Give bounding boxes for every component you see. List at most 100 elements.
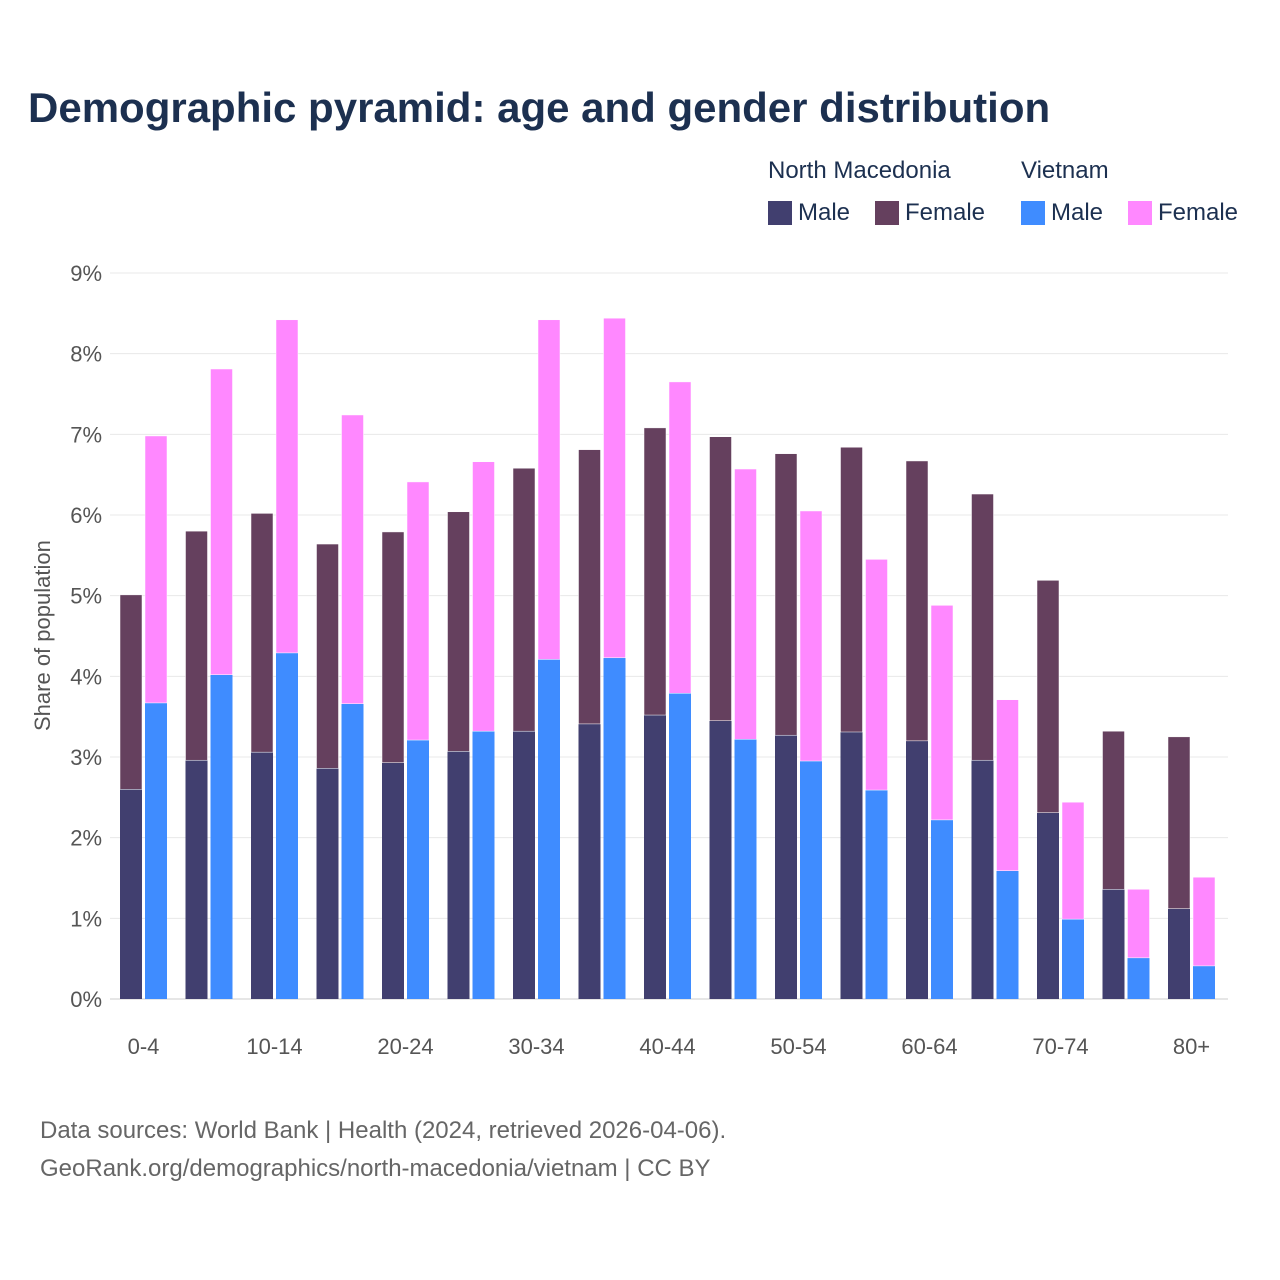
bar-vietnam-female: [1192, 876, 1216, 967]
x-tick-label: 70-74: [1032, 1034, 1088, 1059]
bar-north-macedonia-female: [381, 531, 405, 763]
bar-vietnam-female: [1127, 889, 1150, 959]
bar-north-macedonia-male: [1168, 908, 1190, 999]
bar-vietnam-male: [276, 652, 298, 999]
bar-vietnam-male: [669, 693, 691, 999]
bar-north-macedonia-female: [578, 449, 601, 725]
bar-vietnam-male: [734, 739, 757, 999]
bar-vietnam-female: [406, 481, 430, 741]
bar-north-macedonia-female: [512, 467, 536, 732]
legend-group-north-macedonia: North Macedonia: [768, 157, 951, 184]
legend-item-vn-male[interactable]: Male: [1021, 199, 1103, 227]
legend-swatch: [768, 201, 792, 225]
bar-north-macedonia-female: [840, 446, 863, 733]
x-tick-label: 20-24: [377, 1034, 433, 1059]
bar-north-macedonia-male: [578, 723, 601, 999]
bar-vietnam-male: [407, 740, 429, 999]
bar-vietnam-female: [734, 468, 757, 740]
bar-vietnam-male: [472, 731, 495, 999]
bar-vietnam-male: [145, 702, 167, 999]
chart-title: Demographic pyramid: age and gender dist…: [28, 84, 1051, 131]
x-tick-label: 50-54: [770, 1034, 826, 1059]
x-tick-label: 60-64: [901, 1034, 957, 1059]
footer-url: GeoRank.org/demographics/north-macedonia…: [40, 1155, 711, 1182]
bar-north-macedonia-male: [251, 752, 273, 999]
legend-group-vietnam: Vietnam: [1021, 157, 1109, 184]
bar-north-macedonia-male: [906, 740, 928, 999]
bar-north-macedonia-male: [382, 762, 404, 999]
bar-north-macedonia-male: [971, 760, 994, 999]
bar-north-macedonia-female: [1036, 580, 1060, 813]
x-tick-label: 40-44: [639, 1034, 695, 1059]
bar-north-macedonia-female: [119, 594, 143, 790]
legend-label: Female: [905, 199, 986, 226]
bar-north-macedonia-female: [447, 511, 470, 752]
bar-north-macedonia-male: [185, 760, 208, 999]
y-tick-label: 9%: [70, 261, 102, 286]
bar-vietnam-female: [865, 559, 888, 791]
bar-vietnam-male: [341, 703, 364, 999]
y-axis-label: Share of population: [30, 540, 55, 732]
bar-vietnam-male: [1062, 919, 1084, 999]
x-tick-label: 0-4: [128, 1034, 160, 1059]
bar-vietnam-male: [210, 674, 233, 999]
bar-north-macedonia-female: [316, 543, 339, 769]
y-tick-label: 4%: [70, 664, 102, 689]
bar-north-macedonia-female: [709, 436, 732, 721]
y-tick-label: 5%: [70, 584, 102, 609]
bar-vietnam-male: [996, 870, 1019, 999]
bar-vietnam-male: [538, 659, 560, 999]
legend-label: Male: [798, 199, 851, 226]
legend-item-vn-female[interactable]: Female: [1128, 199, 1238, 227]
bar-vietnam-female: [472, 461, 495, 732]
y-tick-label: 0%: [70, 987, 102, 1012]
bar-north-macedonia-male: [316, 768, 339, 999]
x-tick-label: 30-34: [508, 1034, 564, 1059]
y-tick-label: 6%: [70, 503, 102, 528]
bar-vietnam-female: [275, 319, 299, 654]
bar-vietnam-female: [930, 605, 954, 821]
y-tick-label: 8%: [70, 342, 102, 367]
bar-north-macedonia-male: [513, 731, 535, 999]
bar-north-macedonia-male: [1037, 812, 1059, 999]
bar-north-macedonia-female: [1167, 736, 1191, 909]
bar-north-macedonia-female: [250, 513, 274, 753]
bar-north-macedonia-male: [644, 715, 666, 999]
y-tick-label: 7%: [70, 422, 102, 447]
bar-vietnam-male: [603, 657, 626, 999]
bar-north-macedonia-male: [1102, 889, 1125, 999]
bar-vietnam-female: [996, 699, 1019, 871]
y-tick-label: 1%: [70, 906, 102, 931]
y-tick-label: 2%: [70, 826, 102, 851]
bar-vietnam-female: [537, 319, 561, 660]
bar-vietnam-female: [341, 414, 364, 705]
bar-vietnam-female: [1061, 801, 1085, 920]
footer-sources: Data sources: World Bank | Health (2024,…: [40, 1117, 727, 1144]
y-tick-label: 3%: [70, 745, 102, 770]
bar-vietnam-male: [931, 819, 953, 999]
bar-north-macedonia-female: [185, 530, 208, 761]
bar-north-macedonia-male: [775, 735, 797, 999]
bar-north-macedonia-female: [971, 493, 994, 761]
bar-north-macedonia-male: [120, 789, 142, 999]
legend-label: Male: [1051, 199, 1104, 226]
bar-north-macedonia-female: [1102, 730, 1125, 890]
bar-vietnam-male: [1127, 957, 1150, 999]
x-tick-label: 10-14: [246, 1034, 302, 1059]
bar-north-macedonia-female: [905, 460, 929, 742]
bar-north-macedonia-male: [840, 731, 863, 999]
legend-swatch: [1128, 201, 1152, 225]
bar-north-macedonia-male: [709, 720, 732, 999]
x-tick-label: 80+: [1173, 1034, 1210, 1059]
legend-item-nm-female[interactable]: Female: [875, 199, 985, 227]
legend-swatch: [1021, 201, 1045, 225]
bar-north-macedonia-female: [643, 427, 667, 716]
legend-swatch: [875, 201, 899, 225]
bar-vietnam-male: [1193, 965, 1215, 999]
bar-vietnam-female: [799, 510, 823, 762]
bar-vietnam-female: [603, 317, 626, 659]
legend-label: Female: [1158, 199, 1239, 226]
legend-item-nm-male[interactable]: Male: [768, 199, 850, 227]
bar-vietnam-male: [800, 761, 822, 999]
bar-north-macedonia-female: [774, 453, 798, 736]
